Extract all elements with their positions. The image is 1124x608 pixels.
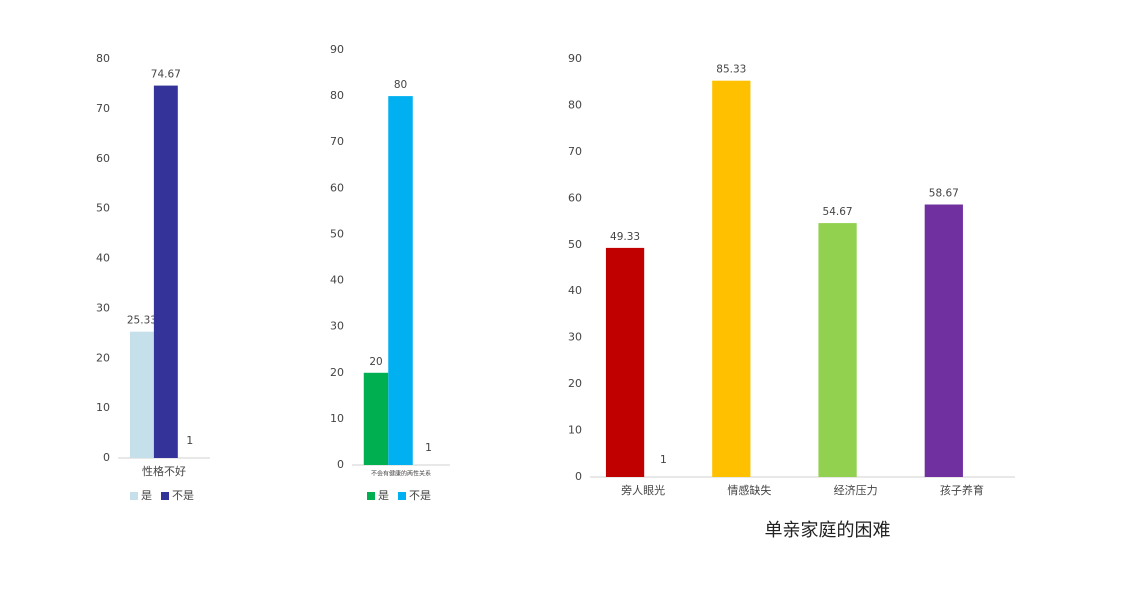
y-tick-label: 80 bbox=[330, 89, 344, 102]
annotation: 1 bbox=[660, 453, 667, 466]
value-label: 20 bbox=[369, 356, 382, 368]
x-tick-label: 旁人眼光 bbox=[621, 483, 665, 497]
value-label: 80 bbox=[394, 79, 407, 91]
y-tick-label: 70 bbox=[96, 102, 110, 115]
y-tick-label: 80 bbox=[568, 98, 582, 111]
y-tick-label: 60 bbox=[330, 181, 344, 194]
bar bbox=[818, 223, 857, 477]
bar bbox=[363, 372, 389, 465]
value-label: 74.67 bbox=[151, 69, 181, 81]
y-tick-label: 10 bbox=[96, 401, 110, 414]
y-tick-label: 90 bbox=[568, 52, 582, 65]
legend-label: 不是 bbox=[409, 489, 431, 502]
bar bbox=[605, 247, 645, 477]
value-label: 58.67 bbox=[929, 188, 959, 200]
y-tick-label: 0 bbox=[575, 470, 582, 483]
y-tick-label: 60 bbox=[96, 152, 110, 165]
y-tick-label: 20 bbox=[96, 351, 110, 364]
y-tick-label: 80 bbox=[96, 52, 110, 65]
legend-swatch bbox=[130, 492, 138, 500]
annotation: 1 bbox=[186, 434, 193, 447]
y-tick-label: 60 bbox=[568, 191, 582, 204]
y-tick-label: 30 bbox=[330, 320, 344, 333]
bar bbox=[388, 96, 413, 465]
y-tick-label: 40 bbox=[96, 252, 110, 265]
bar bbox=[129, 331, 154, 458]
y-tick-label: 50 bbox=[568, 238, 582, 251]
bar bbox=[924, 204, 963, 477]
bar bbox=[712, 80, 751, 478]
y-tick-label: 50 bbox=[330, 227, 344, 240]
y-tick-label: 40 bbox=[568, 284, 582, 297]
y-tick-label: 90 bbox=[330, 43, 344, 56]
y-tick-label: 70 bbox=[330, 135, 344, 148]
chart-title: 单亲家庭的困难 bbox=[765, 520, 891, 541]
x-tick-label: 孩子养育 bbox=[940, 483, 984, 497]
value-label: 54.67 bbox=[823, 206, 853, 218]
y-tick-label: 10 bbox=[568, 424, 582, 437]
value-label: 49.33 bbox=[610, 231, 640, 243]
x-tick-label: 情感缺失 bbox=[727, 483, 771, 497]
legend-swatch bbox=[161, 492, 169, 500]
annotation: 1 bbox=[425, 441, 432, 454]
legend-swatch bbox=[398, 492, 406, 500]
legend-label: 不是 bbox=[172, 489, 194, 502]
legend-label: 是 bbox=[378, 489, 389, 502]
x-tick-label: 不会有健康的两性关系 bbox=[371, 470, 431, 478]
legend-label: 是 bbox=[141, 489, 152, 502]
y-tick-label: 50 bbox=[96, 202, 110, 215]
y-tick-label: 0 bbox=[337, 458, 344, 471]
value-label: 25.33 bbox=[127, 315, 157, 327]
legend-swatch bbox=[367, 492, 375, 500]
y-tick-label: 70 bbox=[568, 145, 582, 158]
x-tick-label: 性格不好 bbox=[142, 464, 186, 478]
y-tick-label: 20 bbox=[330, 366, 344, 379]
y-tick-label: 40 bbox=[330, 274, 344, 287]
y-tick-label: 30 bbox=[96, 301, 110, 314]
value-label: 85.33 bbox=[716, 64, 746, 76]
y-tick-label: 0 bbox=[103, 451, 110, 464]
x-tick-label: 经济压力 bbox=[834, 483, 878, 497]
y-tick-label: 30 bbox=[568, 331, 582, 344]
y-tick-label: 10 bbox=[330, 412, 344, 425]
bar bbox=[153, 85, 178, 458]
y-tick-label: 20 bbox=[568, 377, 582, 390]
